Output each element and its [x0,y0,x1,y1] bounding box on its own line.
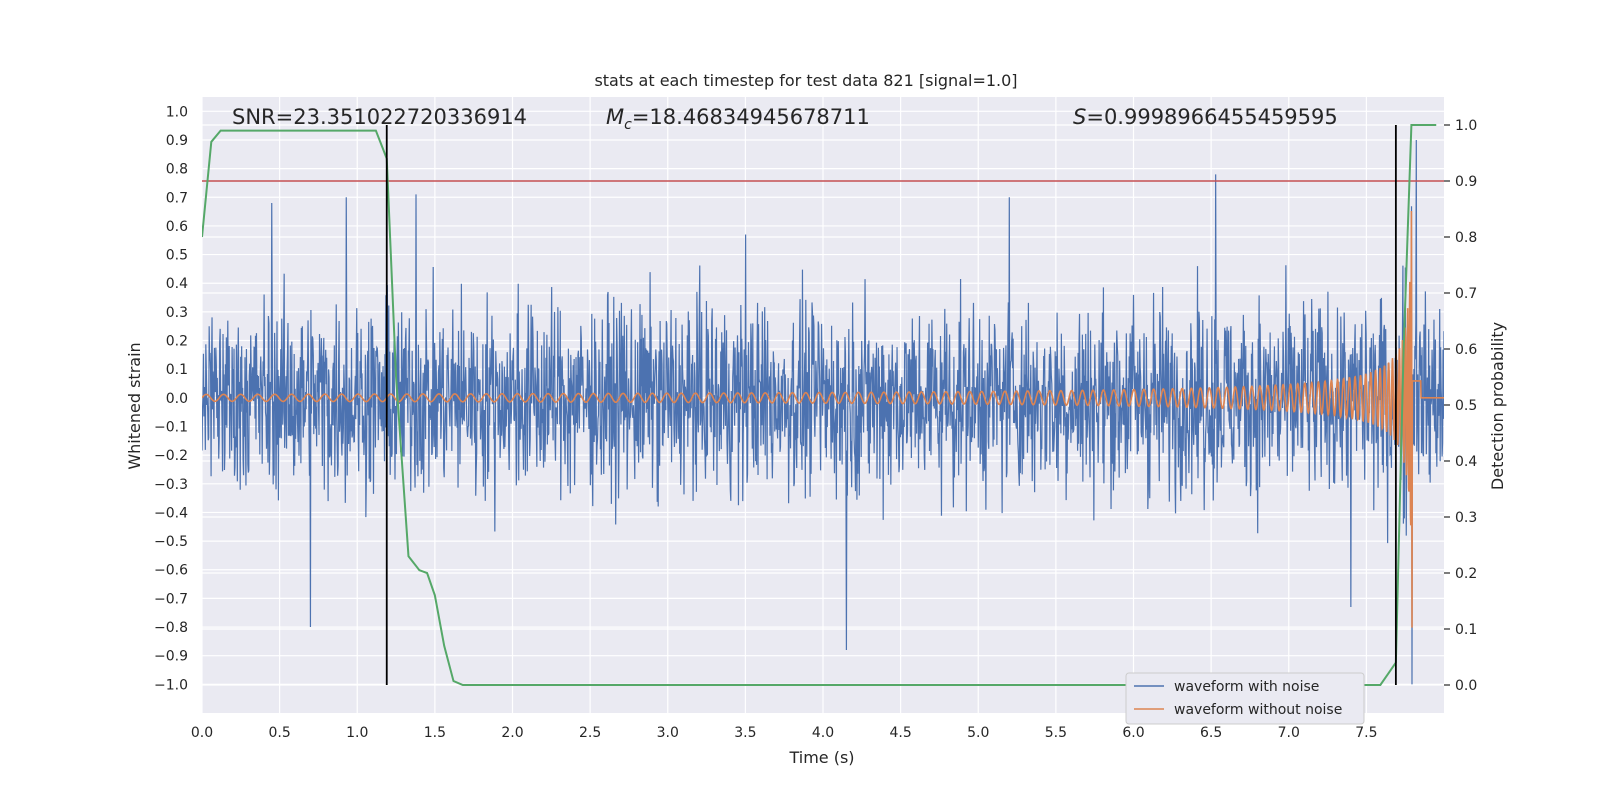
axes: 0.0 0.5 1.0 1.5 2.0 2.5 3.0 3.5 4.0 4.5 5.0 5.5 6.0 6… [154,104,1477,741]
x-tick-label: 4.0 [812,725,834,741]
series-layer [202,124,1444,686]
series-clean-line [202,210,1444,628]
y-tick-label: −0.5 [154,534,188,550]
snr-annotation: SNR=23.351022720336914 [232,105,527,129]
y2-tick-label: 0.3 [1455,510,1477,526]
score-annotation: S=0.9998966455459595 [1073,105,1338,129]
y2-axis-label: Detection probability [1488,322,1507,490]
x-tick-label: 0.5 [268,725,290,741]
y-tick-label: −0.7 [154,591,188,607]
y-tick-label: −1.0 [154,677,188,693]
x-tick-label: 7.0 [1278,725,1300,741]
y-tick-label: 0.3 [166,305,188,321]
y-tick-label: 0.4 [166,276,188,292]
y2-tick-label: 0.0 [1455,678,1477,694]
x-tick-label: 7.5 [1355,725,1377,741]
y-tick-label: 0.7 [166,190,188,206]
x-axis-label: Time (s) [788,748,854,767]
y-tick-label: 1.0 [166,104,188,120]
series-probability-line [202,124,1437,686]
y2-tick-label: 0.6 [1455,342,1477,358]
x-tick-label: 6.0 [1122,725,1144,741]
legend-label-noise: waveform with noise [1174,679,1319,695]
chirp-mass-symbol: M [606,105,624,129]
y-tick-label: −0.6 [154,563,188,579]
y-tick-label: −0.9 [154,649,188,665]
y-tick-label: 0.9 [166,133,188,149]
score-symbol: S [1073,105,1086,129]
x-tick-label: 2.5 [579,725,601,741]
x-tick-label: 0.0 [191,725,213,741]
x-tick-label: 2.0 [501,725,523,741]
y-tick-label: −0.8 [154,620,188,636]
y-tick-label: 0.5 [166,248,188,264]
y-tick-label: 0.0 [166,391,188,407]
y2-tick-label: 0.9 [1455,174,1477,190]
y-tick-label: 0.6 [166,219,188,235]
x-tick-label: 5.5 [1045,725,1067,741]
x-tick-label: 6.5 [1200,725,1222,741]
y-axis-label: Whitened strain [125,342,144,469]
y-tick-label: 0.8 [166,162,188,178]
x-tick-label: 4.5 [889,725,911,741]
x-tick-label: 1.0 [346,725,368,741]
x-tick-label: 1.5 [424,725,446,741]
x-tick-label: 3.5 [734,725,756,741]
legend-box [1125,672,1365,725]
y2-tick-label: 0.7 [1455,286,1477,302]
x-tick-label: 5.0 [967,725,989,741]
y-tick-label: 0.1 [166,362,188,378]
score-value: =0.9998966455459595 [1086,105,1337,129]
y-tick-label: −0.3 [154,477,188,493]
chirp-mass-annotation: Mc=18.46834945678711 [606,105,870,133]
y2-tick-label: 0.2 [1455,566,1477,582]
y2-tick-label: 0.5 [1455,398,1477,414]
chirp-mass-value: =18.46834945678711 [632,105,870,129]
y-tick-label: 0.2 [166,334,188,350]
chart-title: stats at each timestep for test data 821… [594,71,1017,90]
x-tick-label: 3.0 [657,725,679,741]
y2-tick-label: 0.1 [1455,622,1477,638]
y2-tick-label: 1.0 [1455,118,1477,134]
y2-tick-label: 0.8 [1455,230,1477,246]
y-tick-label: −0.1 [154,419,188,435]
y-tick-label: −0.2 [154,448,188,464]
legend: waveform with noise waveform without noi… [1125,672,1365,725]
y-tick-label: −0.4 [154,505,188,521]
legend-label-clean: waveform without noise [1174,702,1342,718]
y2-tick-label: 0.4 [1455,454,1477,470]
chirp-mass-subscript: c [624,117,632,133]
